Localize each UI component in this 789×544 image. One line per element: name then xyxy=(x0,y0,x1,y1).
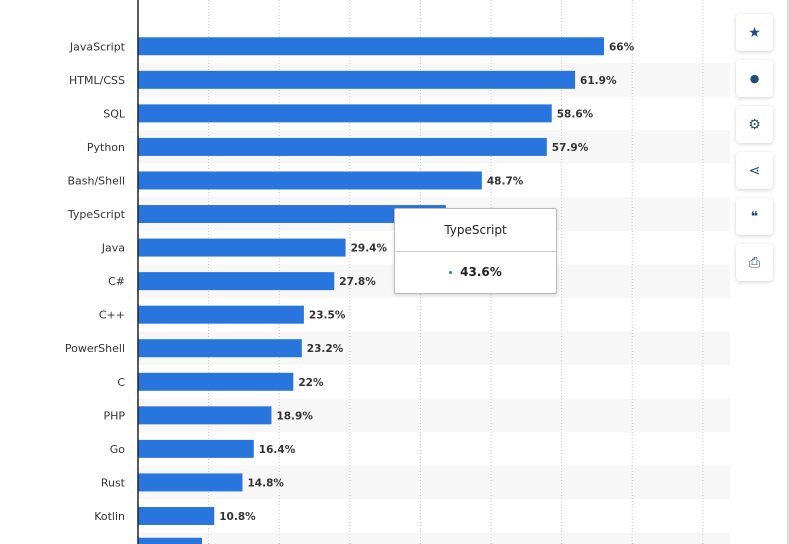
data-label: 29.4% xyxy=(351,243,388,255)
share-button[interactable]: ⋖ xyxy=(736,152,773,189)
category-label: Python xyxy=(87,141,125,154)
category-label: HTML/CSS xyxy=(69,74,125,87)
bar xyxy=(138,104,552,123)
favorite-button[interactable]: ★ xyxy=(736,14,773,51)
category-label: JavaScript xyxy=(69,40,126,53)
data-label: 10.8% xyxy=(219,511,256,523)
cite-button[interactable]: ❝ xyxy=(736,198,773,235)
bar-chart: JavaScript 66% HTML/CSS 61.9% SQL 58.6% Python… xyxy=(64,0,730,544)
data-label: 48.7% xyxy=(487,175,524,187)
share-icon: ⋖ xyxy=(748,162,761,179)
print-icon: ⎙ xyxy=(748,254,761,271)
data-label: 23.5% xyxy=(309,310,346,322)
category-label: Java xyxy=(101,242,125,255)
category-label: Kotlin xyxy=(94,510,125,523)
bar xyxy=(138,339,302,358)
category-label: Go xyxy=(110,443,126,456)
bar xyxy=(138,171,482,190)
data-label: 27.8% xyxy=(339,276,376,288)
data-label: 18.9% xyxy=(276,410,313,422)
category-label: C xyxy=(117,376,125,389)
bar xyxy=(138,406,272,425)
category-label: SQL xyxy=(103,107,126,120)
row-stripe xyxy=(138,532,730,544)
bar xyxy=(138,439,254,458)
bar xyxy=(138,238,346,257)
bar xyxy=(138,372,294,391)
print-button[interactable]: ⎙ xyxy=(736,244,773,281)
data-label: 58.6% xyxy=(557,108,594,120)
quote-icon: ❝ xyxy=(750,208,759,225)
bar xyxy=(138,205,446,224)
data-label: 61.9% xyxy=(580,75,617,87)
tooltip-value: 43.6% xyxy=(460,265,502,279)
tooltip-title: TypeScript xyxy=(395,209,556,252)
bar xyxy=(138,506,215,525)
bar xyxy=(138,37,604,56)
bar xyxy=(138,137,547,156)
notification-button[interactable]: ● xyxy=(736,60,773,97)
data-label: 23.2% xyxy=(307,343,344,355)
category-label: C# xyxy=(108,275,125,288)
data-label: 16.4% xyxy=(259,444,296,456)
gear-icon: ⚙ xyxy=(748,116,761,133)
category-label: PowerShell xyxy=(65,342,125,355)
category-label: Bash/Shell xyxy=(67,174,125,187)
star-icon: ★ xyxy=(748,24,761,41)
bar xyxy=(138,473,243,492)
bar xyxy=(138,272,335,291)
bar xyxy=(138,305,304,324)
category-label: PHP xyxy=(103,409,125,422)
category-label: Rust xyxy=(101,476,126,489)
bell-icon: ● xyxy=(749,72,760,85)
tooltip: TypeScript 43.6% xyxy=(394,208,557,294)
data-label: 14.8% xyxy=(247,477,284,489)
series-dot-icon xyxy=(449,271,453,274)
category-label: C++ xyxy=(99,309,125,322)
side-toolbar: ★ ● ⚙ ⋖ ❝ ⎙ xyxy=(736,14,773,290)
data-label: 66% xyxy=(609,41,635,53)
data-label: 22% xyxy=(298,377,324,389)
bar-cut-off xyxy=(138,537,202,544)
category-label: TypeScript xyxy=(67,208,126,221)
bar xyxy=(138,70,576,89)
data-label: 57.9% xyxy=(552,142,589,154)
scrollbar-edge xyxy=(787,0,789,544)
settings-button[interactable]: ⚙ xyxy=(736,106,773,143)
